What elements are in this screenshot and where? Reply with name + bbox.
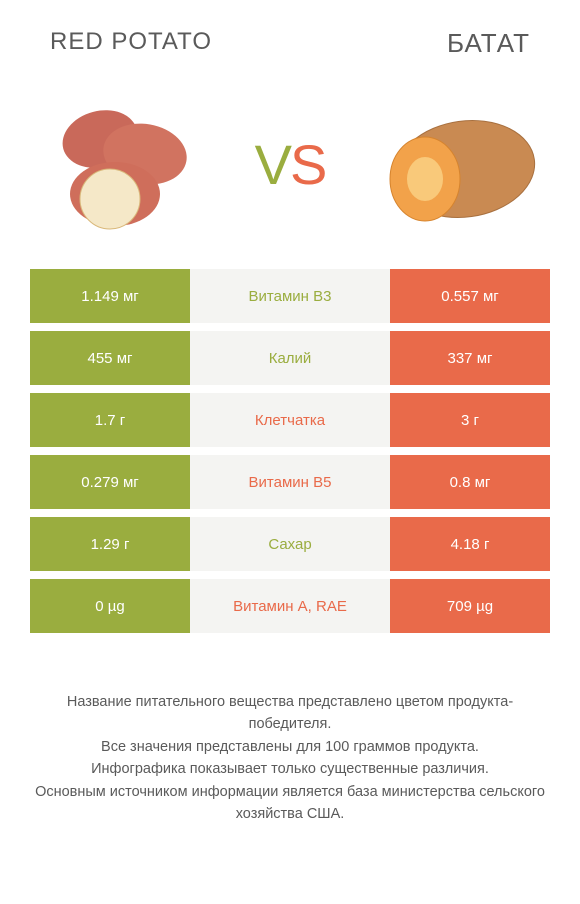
right-title: БАТАТ xyxy=(447,28,530,59)
right-value: 0.8 мг xyxy=(390,455,550,509)
left-value: 455 мг xyxy=(30,331,190,385)
left-title: RED POTATO xyxy=(50,28,212,59)
footnote-line: Основным источником информации является … xyxy=(30,781,550,826)
nutrient-label: Витамин A, RAE xyxy=(190,579,390,633)
table-row: 0.279 мгВитамин B50.8 мг xyxy=(30,455,550,509)
right-value: 3 г xyxy=(390,393,550,447)
table-row: 0 µgВитамин A, RAE709 µg xyxy=(30,579,550,633)
nutrient-label: Калий xyxy=(190,331,390,385)
sweet-potato-image xyxy=(370,79,540,249)
nutrient-label: Витамин B3 xyxy=(190,269,390,323)
header: RED POTATO БАТАТ xyxy=(0,0,580,69)
hero-row: VS xyxy=(0,69,580,269)
left-value: 0.279 мг xyxy=(30,455,190,509)
right-value: 4.18 г xyxy=(390,517,550,571)
left-value: 0 µg xyxy=(30,579,190,633)
right-value: 0.557 мг xyxy=(390,269,550,323)
left-value: 1.29 г xyxy=(30,517,190,571)
red-potato-image xyxy=(40,79,210,249)
table-row: 1.7 гКлетчатка3 г xyxy=(30,393,550,447)
nutrient-label: Клетчатка xyxy=(190,393,390,447)
vs-label: VS xyxy=(255,132,326,197)
table-row: 1.149 мгВитамин B30.557 мг xyxy=(30,269,550,323)
footnote-line: Инфографика показывает только существенн… xyxy=(30,758,550,780)
nutrient-label: Сахар xyxy=(190,517,390,571)
comparison-table: 1.149 мгВитамин B30.557 мг 455 мгКалий337… xyxy=(0,269,580,633)
left-value: 1.149 мг xyxy=(30,269,190,323)
footnote-line: Все значения представлены для 100 граммо… xyxy=(30,736,550,758)
table-row: 1.29 гСахар4.18 г xyxy=(30,517,550,571)
nutrient-label: Витамин B5 xyxy=(190,455,390,509)
right-value: 337 мг xyxy=(390,331,550,385)
footnotes: Название питательного вещества представл… xyxy=(0,641,580,826)
vs-s: S xyxy=(290,133,325,196)
vs-v: V xyxy=(255,133,290,196)
left-value: 1.7 г xyxy=(30,393,190,447)
footnote-line: Название питательного вещества представл… xyxy=(30,691,550,736)
table-row: 455 мгКалий337 мг xyxy=(30,331,550,385)
right-value: 709 µg xyxy=(390,579,550,633)
